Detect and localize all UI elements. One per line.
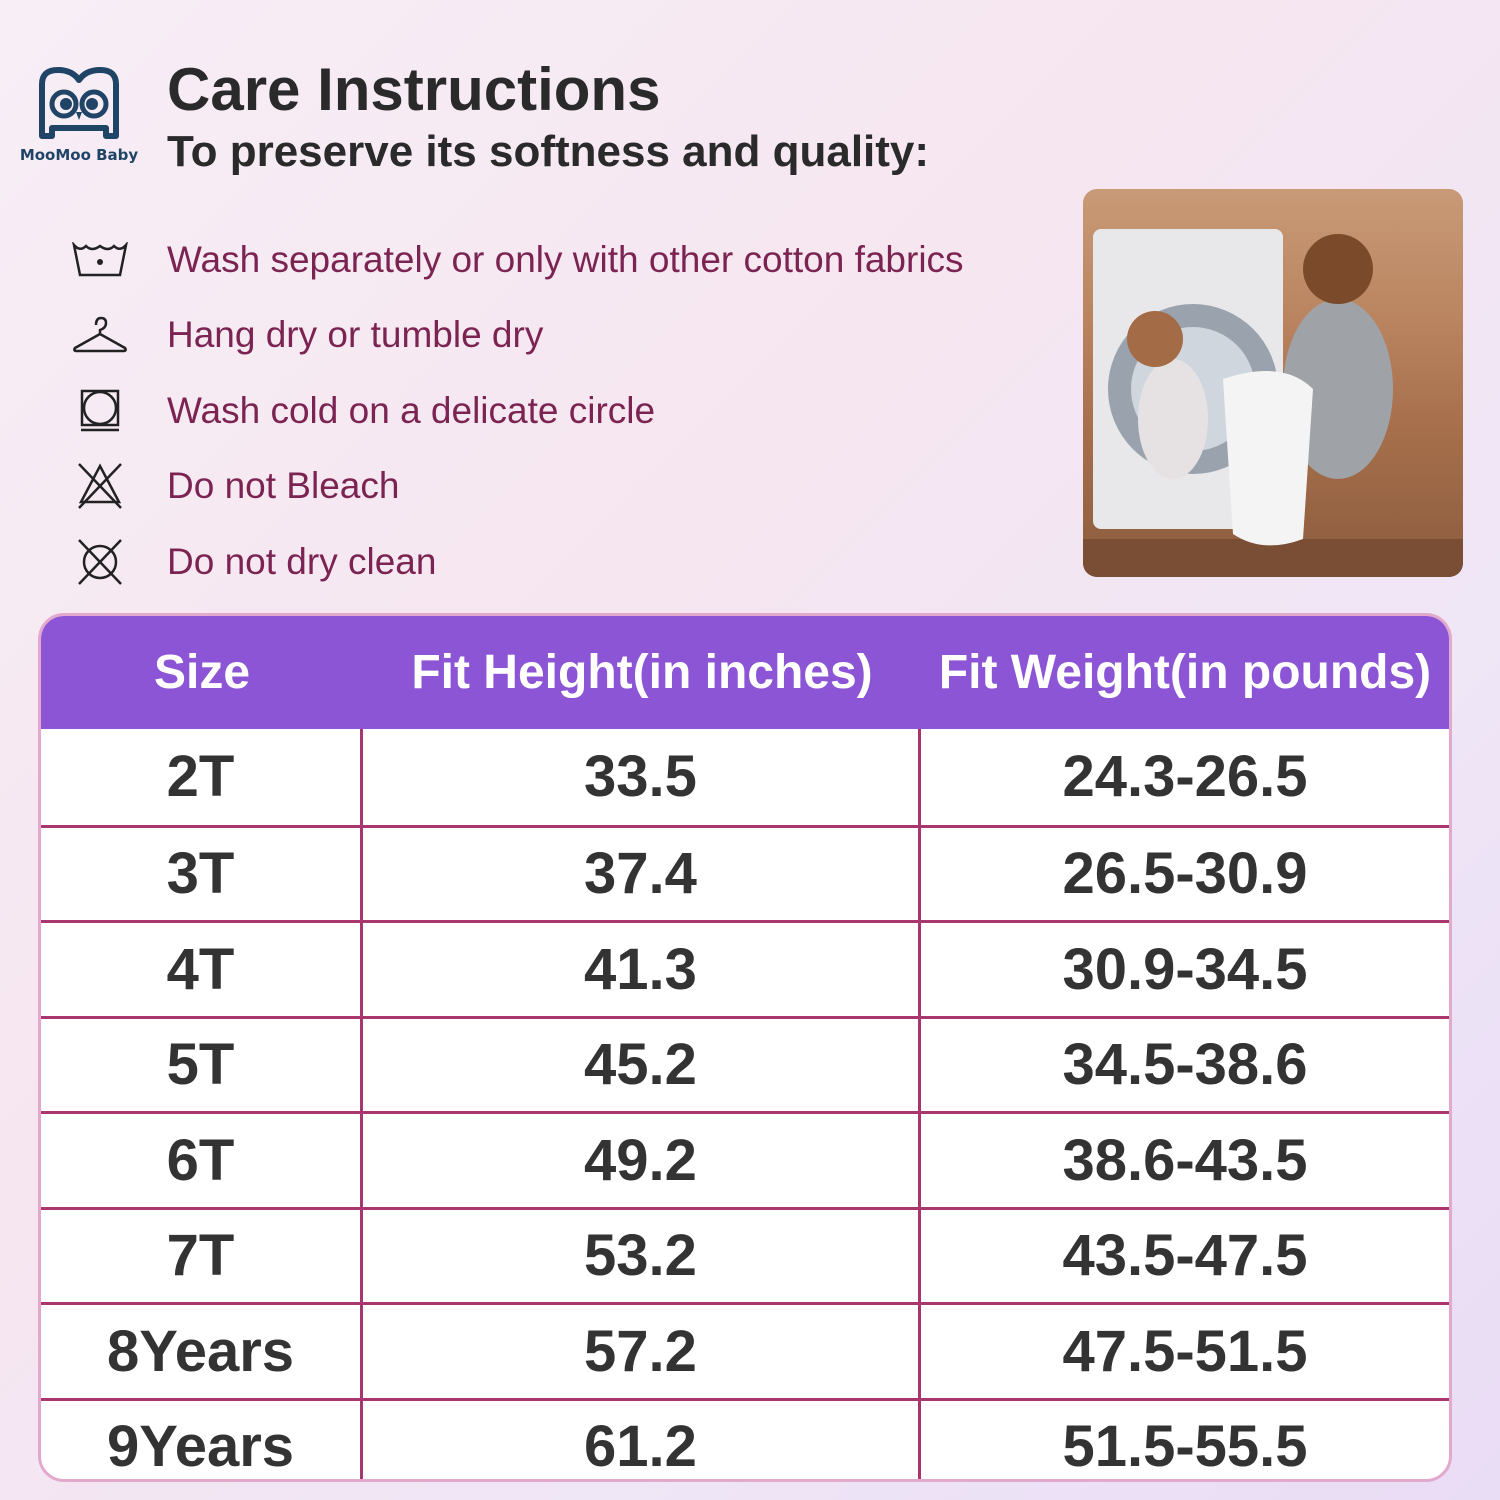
cell-height: 53.2	[363, 1209, 921, 1302]
page-title: Care Instructions	[167, 56, 661, 123]
care-text: Wash cold on a delicate circle	[167, 389, 656, 431]
cell-size: 3T	[41, 827, 363, 920]
cell-weight: 34.5-38.6	[1062, 1032, 1308, 1098]
page-subtitle: To preserve its softness and quality:	[167, 127, 930, 176]
owl-logo-icon	[39, 67, 119, 139]
table-row: 3T 37.4 26.5-30.9	[41, 824, 1449, 920]
wash-tub-icon	[60, 235, 140, 285]
care-item: Wash cold on a delicate circle	[60, 373, 964, 449]
table-header: Size Fit Height(in inches) Fit Weight(in…	[41, 616, 1449, 729]
cell-height: 41.3	[363, 923, 921, 1016]
cell-size: 5T	[41, 1018, 363, 1111]
header-size: Size	[153, 646, 251, 699]
header-weight: Fit Weight(in pounds)	[938, 646, 1432, 699]
cell-weight: 51.5-55.5	[1062, 1414, 1308, 1480]
cell-height: 33.5	[363, 729, 921, 825]
cell-weight: 26.5-30.9	[1062, 841, 1308, 907]
brand-name: MooMoo Baby	[19, 146, 139, 164]
table-row: 7T 53.2 43.5-47.5	[41, 1206, 1449, 1302]
cell-size: 4T	[41, 923, 363, 1016]
care-text: Wash separately or only with other cotto…	[167, 238, 964, 280]
cell-size: 2T	[41, 729, 363, 825]
cell-size: 7T	[41, 1209, 363, 1302]
header-height: Fit Height(in inches)	[411, 646, 873, 699]
table-row: 8Years 57.2 47.5-51.5	[41, 1302, 1449, 1398]
no-bleach-icon	[60, 461, 140, 511]
cell-height: 61.2	[363, 1400, 921, 1479]
cell-size: 8Years	[41, 1305, 363, 1398]
care-list: Wash separately or only with other cotto…	[60, 222, 964, 600]
table-row: 5T 45.2 34.5-38.6	[41, 1015, 1449, 1111]
cell-height: 57.2	[363, 1305, 921, 1398]
care-text: Do not dry clean	[167, 540, 437, 582]
table-row: 2T 33.5 24.3-26.5	[41, 729, 1449, 825]
tumble-dry-icon	[60, 386, 140, 436]
laundry-photo	[1083, 189, 1463, 577]
cell-size: 6T	[41, 1114, 363, 1207]
brand-logo: MooMoo Baby	[14, 64, 144, 164]
cell-weight: 24.3-26.5	[1062, 744, 1308, 810]
cell-weight: 47.5-51.5	[1062, 1318, 1308, 1384]
no-dry-clean-icon	[60, 537, 140, 587]
care-text: Do not Bleach	[167, 465, 400, 507]
care-text: Hang dry or tumble dry	[167, 314, 544, 356]
cell-height: 45.2	[363, 1018, 921, 1111]
care-item: Wash separately or only with other cotto…	[60, 222, 964, 298]
care-item: Do not dry clean	[60, 524, 964, 600]
cell-weight: 30.9-34.5	[1062, 936, 1308, 1002]
care-item: Hang dry or tumble dry	[60, 298, 964, 374]
care-item: Do not Bleach	[60, 449, 964, 525]
hanger-icon	[60, 310, 140, 360]
cell-height: 37.4	[363, 827, 921, 920]
table-row: 9Years 61.2 51.5-55.5	[41, 1397, 1449, 1480]
cell-size: 9Years	[41, 1400, 363, 1479]
table-row: 4T 41.3 30.9-34.5	[41, 920, 1449, 1016]
size-chart-table: Size Fit Height(in inches) Fit Weight(in…	[38, 613, 1452, 1482]
cell-height: 49.2	[363, 1114, 921, 1207]
table-row: 6T 49.2 38.6-43.5	[41, 1111, 1449, 1207]
cell-weight: 38.6-43.5	[1062, 1127, 1308, 1193]
cell-weight: 43.5-47.5	[1062, 1223, 1308, 1289]
